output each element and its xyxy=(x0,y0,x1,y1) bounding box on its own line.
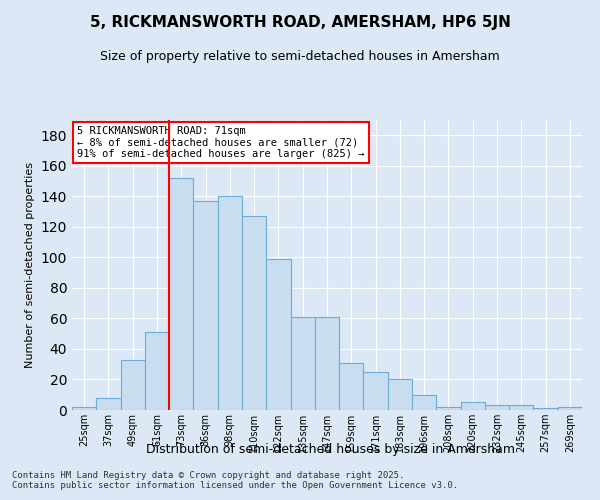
Bar xyxy=(169,178,193,410)
Bar xyxy=(145,332,169,410)
Text: 5 RICKMANSWORTH ROAD: 71sqm
← 8% of semi-detached houses are smaller (72)
91% of: 5 RICKMANSWORTH ROAD: 71sqm ← 8% of semi… xyxy=(77,126,365,159)
Bar xyxy=(96,398,121,410)
Bar xyxy=(533,408,558,410)
Bar xyxy=(121,360,145,410)
Bar xyxy=(193,201,218,410)
Bar xyxy=(339,362,364,410)
Y-axis label: Number of semi-detached properties: Number of semi-detached properties xyxy=(25,162,35,368)
Bar xyxy=(509,406,533,410)
Bar xyxy=(315,317,339,410)
Bar xyxy=(558,407,582,410)
Bar xyxy=(436,407,461,410)
Bar xyxy=(388,380,412,410)
Bar xyxy=(461,402,485,410)
Text: 5, RICKMANSWORTH ROAD, AMERSHAM, HP6 5JN: 5, RICKMANSWORTH ROAD, AMERSHAM, HP6 5JN xyxy=(89,15,511,30)
Text: Contains HM Land Registry data © Crown copyright and database right 2025.
Contai: Contains HM Land Registry data © Crown c… xyxy=(12,470,458,490)
Text: Distribution of semi-detached houses by size in Amersham: Distribution of semi-detached houses by … xyxy=(146,444,515,456)
Bar xyxy=(266,259,290,410)
Bar xyxy=(364,372,388,410)
Bar xyxy=(290,317,315,410)
Text: Size of property relative to semi-detached houses in Amersham: Size of property relative to semi-detach… xyxy=(100,50,500,63)
Bar xyxy=(218,196,242,410)
Bar xyxy=(242,216,266,410)
Bar xyxy=(412,394,436,410)
Bar xyxy=(72,407,96,410)
Bar xyxy=(485,406,509,410)
